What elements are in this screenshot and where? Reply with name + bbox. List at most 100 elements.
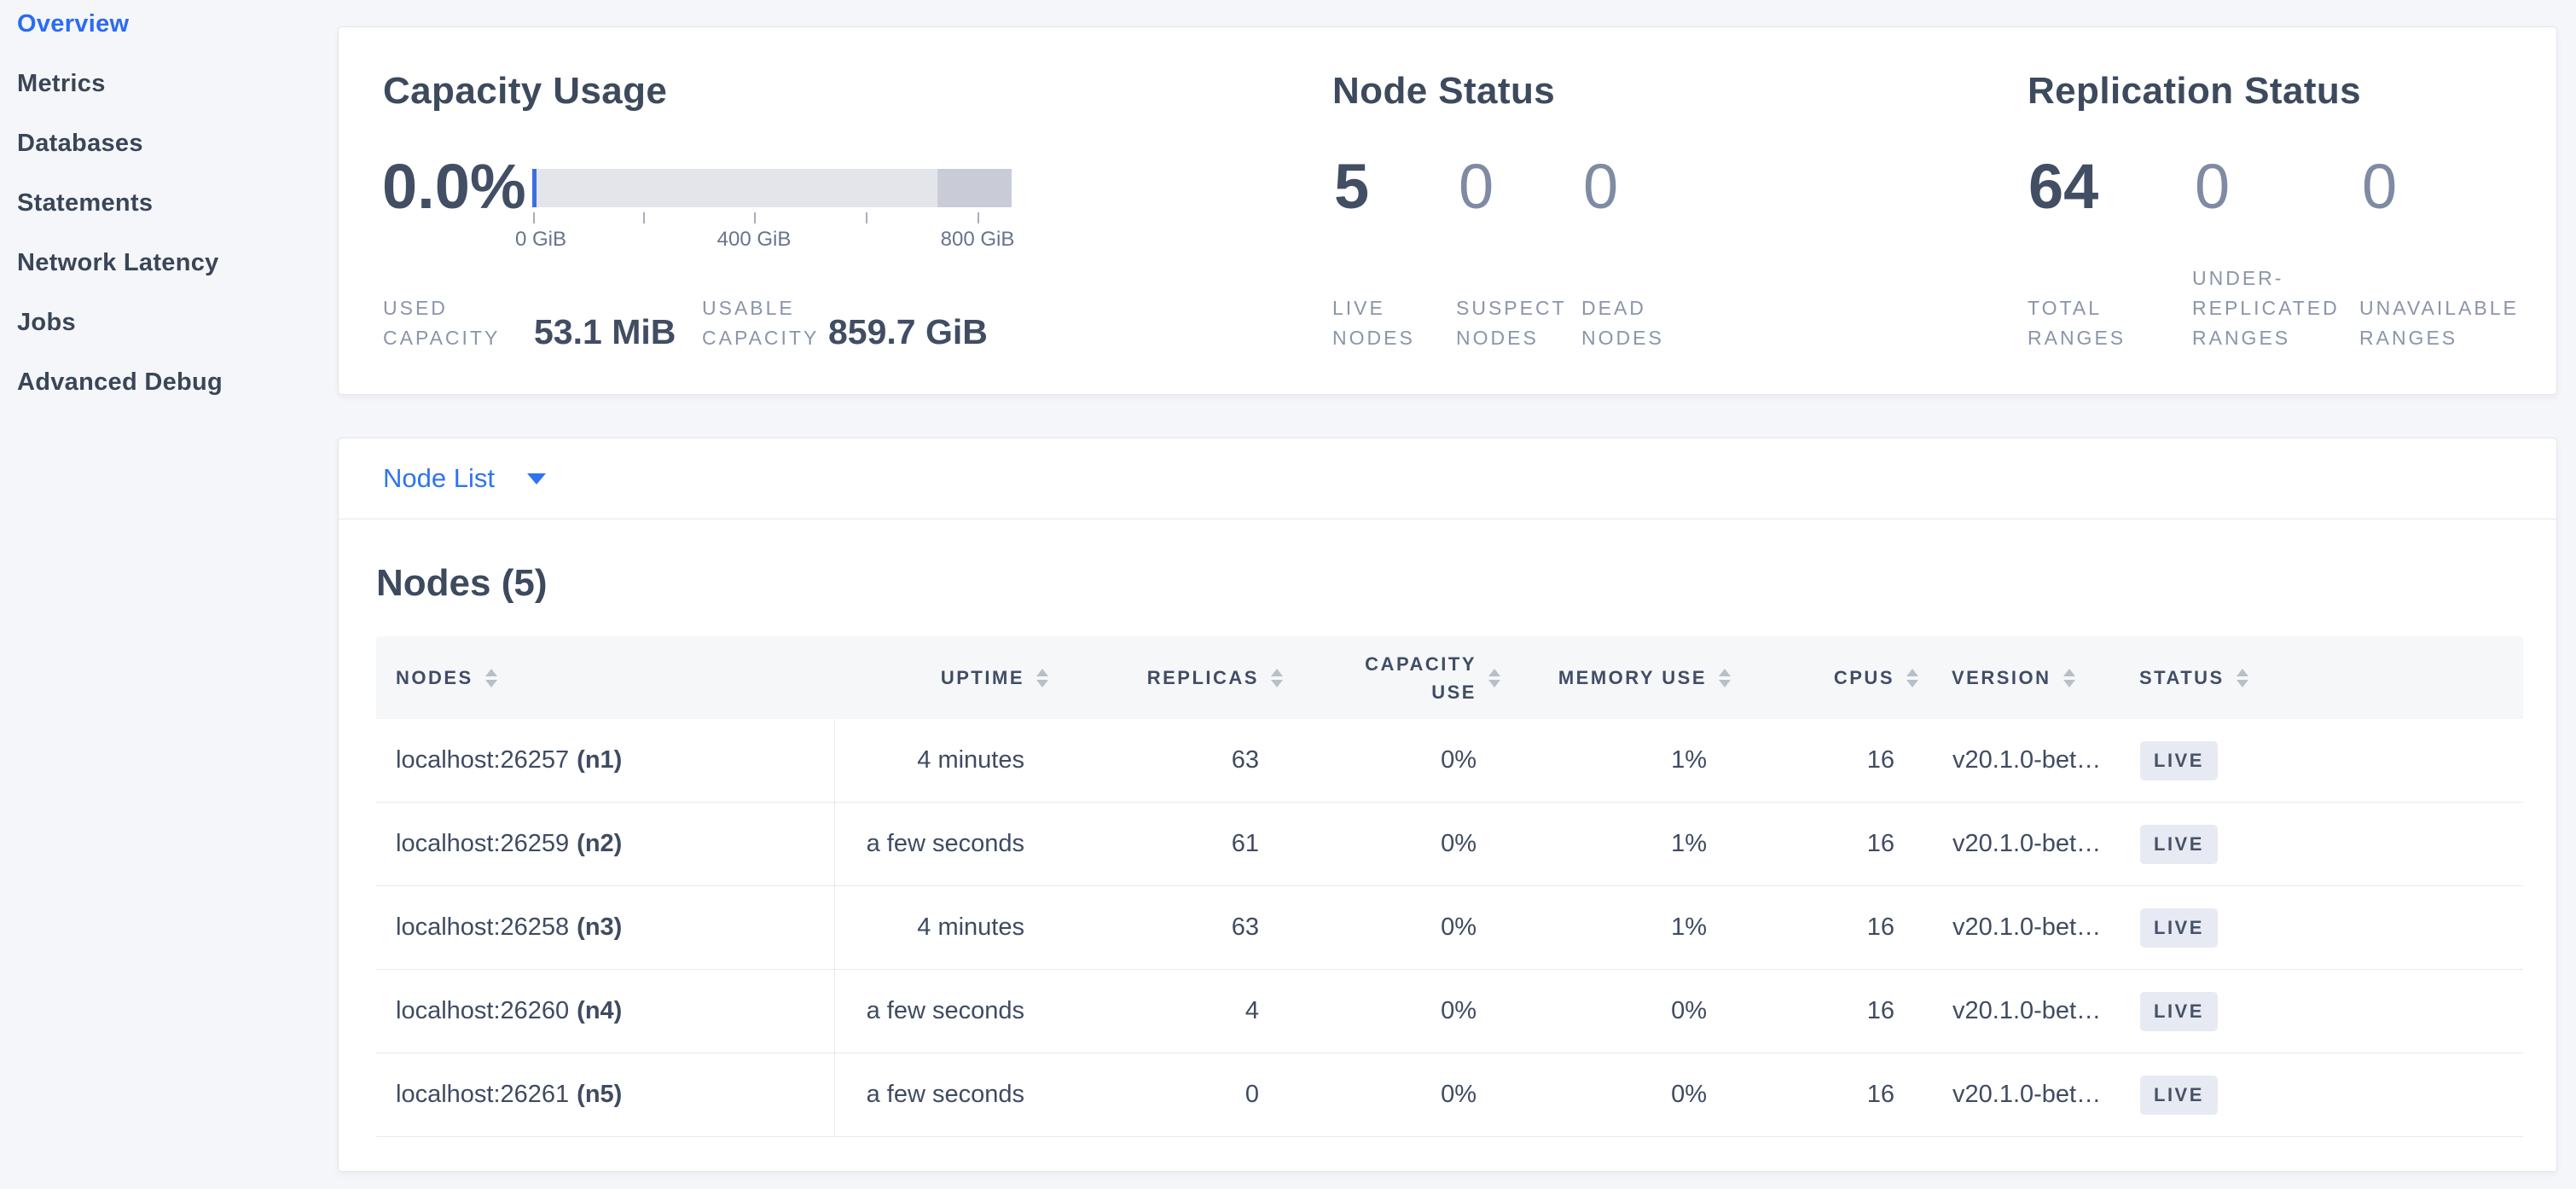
column-header-replicas[interactable]: REPLICAS xyxy=(1050,664,1285,692)
replicas-cell: 61 xyxy=(1231,830,1259,857)
total-ranges-label: TOTAL RANGES xyxy=(2028,297,2126,349)
axis-label-400gib: 400 GiB xyxy=(717,228,792,251)
capacity-used-percent: 0.0% xyxy=(382,151,526,222)
memory-use-cell: 0% xyxy=(1671,997,1707,1024)
dead-nodes-value: 0 xyxy=(1583,151,1619,222)
uptime-cell: 4 minutes xyxy=(917,746,1024,774)
unavailable-ranges-label: UNAVAILABLE RANGES xyxy=(2359,297,2519,349)
node-address: localhost:26260 xyxy=(396,997,570,1024)
node-id: (n1) xyxy=(577,746,623,774)
sort-arrows-icon xyxy=(1906,668,1918,687)
node-address: localhost:26257 xyxy=(396,746,570,774)
uptime-cell: 4 minutes xyxy=(917,914,1024,941)
table-row[interactable]: localhost:26259 (n2) a few seconds 61 0%… xyxy=(376,803,2523,886)
replicas-cell: 63 xyxy=(1231,914,1259,941)
capacity-bar xyxy=(532,169,1012,207)
node-id: (n5) xyxy=(577,1081,623,1108)
table-row[interactable]: localhost:26261 (n5) a few seconds 0 0% … xyxy=(376,1053,2523,1137)
sidebar-item-advanced-debug[interactable]: Advanced Debug xyxy=(17,368,223,396)
memory-use-cell: 1% xyxy=(1671,914,1707,941)
cpus-cell: 16 xyxy=(1866,746,1894,774)
version-cell: v20.1.0-bet… xyxy=(1952,997,2102,1024)
replicas-cell: 4 xyxy=(1244,997,1259,1024)
node-list-dropdown[interactable]: Node List xyxy=(383,463,546,494)
capacity-use-cell: 0% xyxy=(1441,746,1477,774)
memory-use-cell: 0% xyxy=(1671,1081,1707,1108)
under-replicated-label: UNDER- REPLICATED RANGES xyxy=(2192,267,2340,349)
axis-label-0gib: 0 GiB xyxy=(514,228,567,251)
replication-status-title: Replication Status xyxy=(2028,70,2362,112)
column-header-version[interactable]: VERSION xyxy=(1920,664,2108,692)
capacity-use-cell: 0% xyxy=(1441,997,1477,1024)
node-address-cell[interactable]: localhost:26257 (n1) xyxy=(376,719,835,802)
under-replicated-value: 0 xyxy=(2195,151,2231,222)
unavailable-ranges-value: 0 xyxy=(2362,151,2398,222)
nodes-table-body: localhost:26257 (n1) 4 minutes 63 0% 1% … xyxy=(376,719,2523,1137)
column-header-capacity-use[interactable]: CAPACITY USE xyxy=(1285,650,1502,706)
node-address-cell[interactable]: localhost:26261 (n5) xyxy=(376,1053,835,1136)
status-badge: LIVE xyxy=(2140,740,2218,780)
uptime-cell: a few seconds xyxy=(866,997,1024,1024)
used-capacity-label: USED CAPACITY xyxy=(383,297,501,349)
node-address-cell[interactable]: localhost:26260 (n4) xyxy=(376,970,835,1053)
sidebar-item-overview[interactable]: Overview xyxy=(17,9,130,38)
node-address: localhost:26258 xyxy=(396,914,570,941)
total-ranges-value: 64 xyxy=(2028,151,2099,222)
usable-capacity-value: 859.7 GiB xyxy=(828,311,988,351)
sidebar-item-databases[interactable]: Databases xyxy=(17,129,143,157)
nodes-table: NODES UPTIME REPLICAS CAPACITY USE MEMOR… xyxy=(376,636,2523,1137)
sort-arrows-icon xyxy=(2236,668,2248,687)
sidebar-item-network-latency[interactable]: Network Latency xyxy=(17,248,219,276)
sidebar-item-jobs[interactable]: Jobs xyxy=(17,308,76,336)
node-address: localhost:26261 xyxy=(396,1081,570,1108)
dead-nodes-label: DEAD NODES xyxy=(1581,297,1664,349)
sidebar-item-statements[interactable]: Statements xyxy=(17,188,154,217)
sort-arrows-icon xyxy=(2063,668,2075,687)
sort-arrows-icon xyxy=(1719,668,1731,687)
cpus-cell: 16 xyxy=(1866,1081,1894,1108)
sort-arrows-icon xyxy=(1036,668,1048,687)
sort-arrows-icon xyxy=(1271,668,1283,687)
capacity-usage-title: Capacity Usage xyxy=(383,70,668,112)
table-row[interactable]: localhost:26258 (n3) 4 minutes 63 0% 1% … xyxy=(376,886,2523,970)
version-cell: v20.1.0-bet… xyxy=(1952,914,2102,941)
memory-use-cell: 1% xyxy=(1671,830,1707,857)
capacity-use-cell: 0% xyxy=(1441,914,1477,941)
status-badge: LIVE xyxy=(2140,908,2218,948)
column-header-cpus[interactable]: CPUS xyxy=(1732,664,1920,692)
used-capacity-value: 53.1 MiB xyxy=(534,311,676,351)
status-badge: LIVE xyxy=(2140,824,2218,864)
node-address-cell[interactable]: localhost:26259 (n2) xyxy=(376,803,835,885)
status-cell: LIVE xyxy=(2108,1053,2523,1136)
column-header-memory-use[interactable]: MEMORY USE xyxy=(1502,664,1732,692)
uptime-cell: a few seconds xyxy=(866,830,1024,857)
capacity-axis-ticks xyxy=(532,212,1012,225)
version-cell: v20.1.0-bet… xyxy=(1952,830,2102,857)
cpus-cell: 16 xyxy=(1866,997,1894,1024)
cpus-cell: 16 xyxy=(1866,914,1894,941)
nodes-table-header: NODES UPTIME REPLICAS CAPACITY USE MEMOR… xyxy=(376,636,2523,719)
chevron-down-icon xyxy=(526,473,546,484)
cluster-summary-card: Capacity Usage 0.0% 0 GiB 400 GiB 800 Gi… xyxy=(338,26,2557,395)
node-address-cell[interactable]: localhost:26258 (n3) xyxy=(376,886,835,969)
live-nodes-label: LIVE NODES xyxy=(1332,297,1415,349)
table-row[interactable]: localhost:26260 (n4) a few seconds 4 0% … xyxy=(376,970,2523,1053)
table-row[interactable]: localhost:26257 (n1) 4 minutes 63 0% 1% … xyxy=(376,719,2523,803)
usable-capacity-label: USABLE CAPACITY xyxy=(702,297,820,349)
column-header-nodes[interactable]: NODES xyxy=(376,664,835,692)
status-cell: LIVE xyxy=(2108,803,2523,885)
sort-arrows-icon xyxy=(484,668,497,687)
column-header-uptime[interactable]: UPTIME xyxy=(835,664,1050,692)
column-header-status[interactable]: STATUS xyxy=(2108,664,2523,692)
sidebar-item-metrics[interactable]: Metrics xyxy=(17,69,106,97)
status-badge: LIVE xyxy=(2140,991,2218,1031)
uptime-cell: a few seconds xyxy=(866,1081,1024,1108)
status-badge: LIVE xyxy=(2140,1075,2218,1115)
nodes-table-title: Nodes (5) xyxy=(376,562,548,604)
cpus-cell: 16 xyxy=(1866,830,1894,857)
capacity-axis-labels: 0 GiB 400 GiB 800 GiB xyxy=(515,228,1014,252)
capacity-bar-other-segment xyxy=(937,169,1012,207)
replicas-cell: 63 xyxy=(1231,746,1259,774)
node-address: localhost:26259 xyxy=(396,830,570,857)
memory-use-cell: 1% xyxy=(1671,746,1707,774)
